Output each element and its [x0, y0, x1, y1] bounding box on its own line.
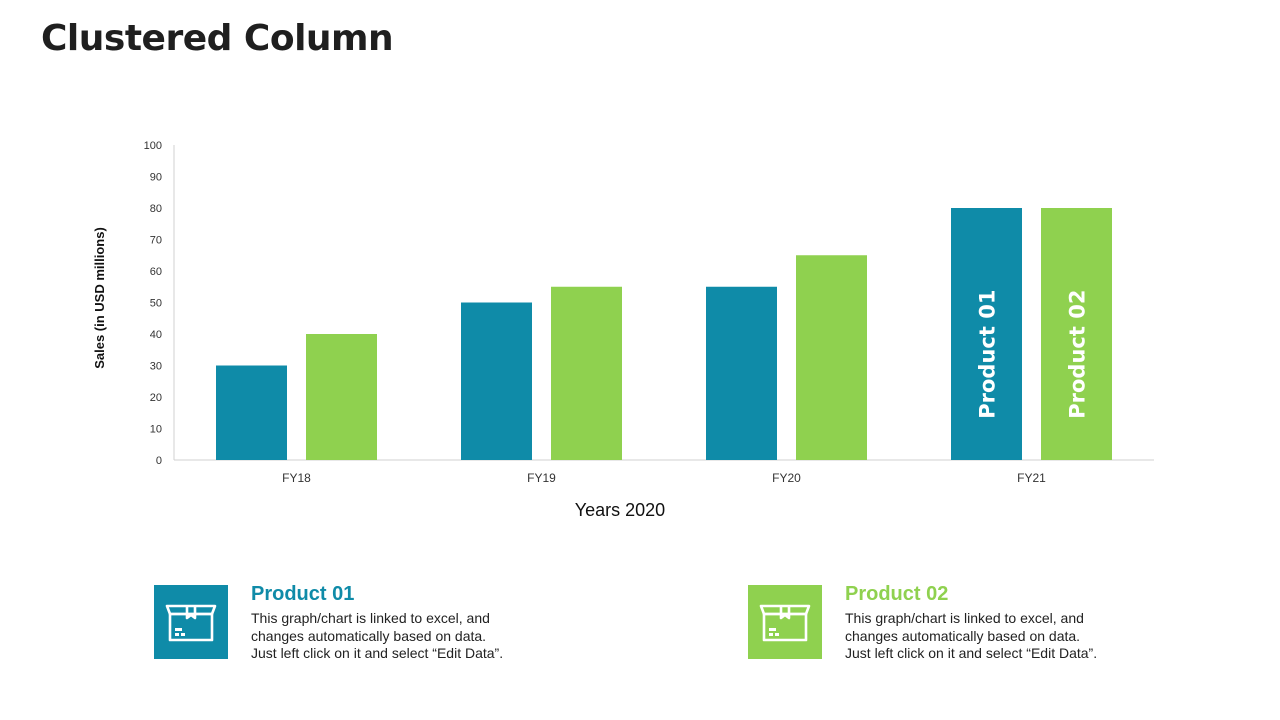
in-bar-label: Product 01 [976, 290, 1000, 419]
box-icon [759, 604, 811, 642]
y-tick-label: 60 [150, 266, 162, 278]
legend-title: Product 02 [845, 583, 949, 605]
bar-product-01-fy20 [706, 286, 777, 460]
legend-description-line: changes automatically based on data. [845, 627, 1081, 644]
x-tick-label: FY19 [527, 471, 556, 485]
bar-product-01-fy19 [461, 302, 532, 460]
y-tick-label: 80 [150, 203, 162, 215]
page-title: Clustered Column [41, 18, 394, 59]
legend-description: This graph/chart is linked to excel, and… [845, 610, 1145, 663]
y-tick-label: 20 [150, 392, 162, 404]
legend-description-line: changes automatically based on data. [251, 627, 487, 644]
bar-product-01-fy18 [216, 365, 287, 460]
legend-description-line: This graph/chart is linked to excel, and [251, 610, 490, 626]
y-tick-label: 40 [150, 329, 162, 341]
bar-product-02-fy18 [306, 334, 377, 460]
legend-description: This graph/chart is linked to excel, and… [251, 610, 551, 663]
y-tick-label: 30 [150, 361, 162, 373]
bar-product-01-fy21 [951, 208, 1022, 460]
legend-box-product-02 [748, 585, 822, 659]
y-axis: 0 10 20 30 40 50 60 70 80 90 100 [144, 140, 175, 467]
legend-title: Product 01 [251, 583, 355, 605]
legend-description-line: Just left click on it and select “Edit D… [845, 645, 1098, 661]
y-tick-label: 10 [150, 424, 162, 436]
y-tick-label: 90 [150, 172, 162, 184]
box-icon [165, 604, 217, 642]
legend-description-line: Just left click on it and select “Edit D… [251, 645, 504, 661]
bar-product-02-fy19 [551, 286, 622, 460]
y-tick-label: 70 [150, 235, 162, 247]
legend-box-product-01 [154, 585, 228, 659]
x-tick-label: FY21 [1017, 471, 1046, 485]
y-tick-label: 50 [150, 298, 162, 310]
y-tick-label: 0 [156, 455, 162, 467]
x-axis-title: Years 2020 [575, 500, 665, 520]
y-axis-title: Sales (in USD millions) [92, 227, 107, 369]
x-axis: FY18 FY19 FY20 FY21 [174, 459, 1154, 485]
x-tick-label: FY18 [282, 471, 311, 485]
bar-product-02-fy21 [1041, 208, 1112, 460]
in-bar-label: Product 02 [1066, 290, 1090, 419]
legend-description-line: This graph/chart is linked to excel, and [845, 610, 1084, 626]
x-tick-label: FY20 [772, 471, 801, 485]
bar-product-02-fy20 [796, 255, 867, 460]
y-tick-label: 100 [144, 140, 162, 152]
bars: Product 01 Product 02 [216, 208, 1112, 460]
